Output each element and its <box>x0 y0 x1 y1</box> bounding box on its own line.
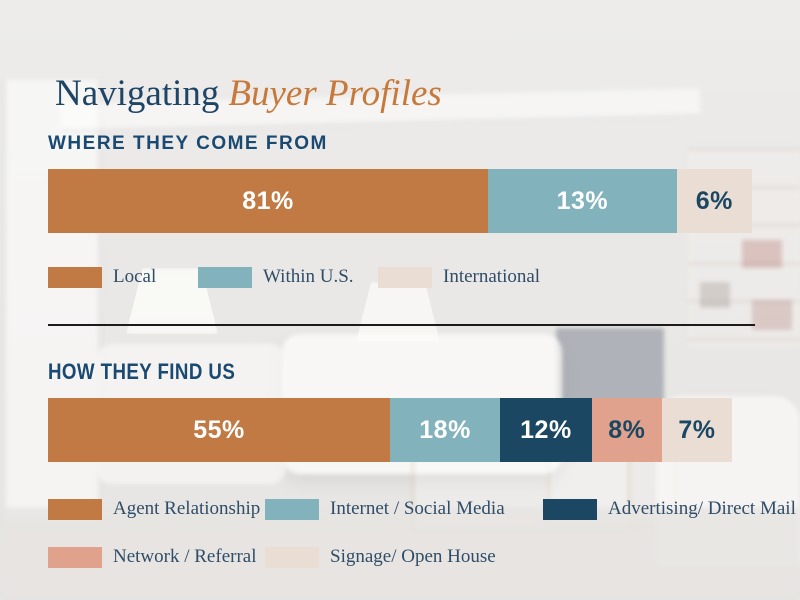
legend-label: Signage/ Open House <box>330 546 496 567</box>
legend-how-they-find-us: Agent Relationship Internet / Social Medi… <box>48 498 796 568</box>
section-title-where-they-come-from: WHERE THEY COME FROM <box>48 133 328 154</box>
section-title-how-they-find-us: HOW THEY FIND US <box>48 359 236 384</box>
legend-swatch-within-u-s <box>198 266 252 288</box>
bar-segment-advertising-direct-mail: 12% <box>500 398 592 462</box>
legend-item-within-u-s: Within U.S. <box>198 266 378 288</box>
legend-swatch-advertising-direct-mail <box>543 498 597 520</box>
legend-label: International <box>443 266 541 287</box>
stacked-bar-how-they-find-us: 55% 18% 12% 8% 7% <box>48 398 732 462</box>
bar-segment-international: 6% <box>676 169 752 233</box>
legend-label: Within U.S. <box>263 266 354 287</box>
legend-item-internet-social-media: Internet / Social Media <box>265 498 543 520</box>
page-title: Navigating Buyer Profiles <box>55 73 442 115</box>
bar-segment-network-referral: 8% <box>591 398 662 462</box>
legend-label: Network / Referral <box>113 546 257 567</box>
legend-item-advertising-direct-mail: Advertising/ Direct Mail <box>543 498 796 520</box>
legend-item-agent-relationship: Agent Relationship <box>48 498 265 520</box>
legend-item-network-referral: Network / Referral <box>48 546 265 568</box>
bar-segment-internet-social-media: 18% <box>390 398 501 462</box>
legend-label: Internet / Social Media <box>330 498 505 519</box>
legend-swatch-local <box>48 266 102 288</box>
legend-swatch-network-referral <box>48 546 102 568</box>
legend-swatch-agent-relationship <box>48 498 102 520</box>
legend-item-international: International <box>378 266 540 288</box>
legend-item-signage-open-house: Signage/ Open House <box>265 546 543 568</box>
bar-segment-within-u-s: 13% <box>488 169 677 233</box>
divider-line <box>48 324 755 326</box>
bar-segment-local: 81% <box>48 169 488 233</box>
legend-item-local: Local <box>48 266 198 288</box>
legend-where-they-come-from: Local Within U.S. International <box>48 266 758 288</box>
bar-segment-agent-relationship: 55% <box>48 398 390 462</box>
legend-swatch-international <box>378 266 432 288</box>
page-title-italic: Buyer Profiles <box>228 72 442 114</box>
legend-swatch-internet-social-media <box>265 498 319 520</box>
legend-label: Local <box>113 266 157 287</box>
legend-label: Agent Relationship <box>113 498 261 519</box>
stacked-bar-where-they-come-from: 81% 13% 6% <box>48 169 752 233</box>
legend-swatch-signage-open-house <box>265 546 319 568</box>
page-title-regular: Navigating <box>55 72 220 114</box>
bar-segment-signage-open-house: 7% <box>661 398 732 462</box>
legend-label: Advertising/ Direct Mail <box>608 498 796 519</box>
